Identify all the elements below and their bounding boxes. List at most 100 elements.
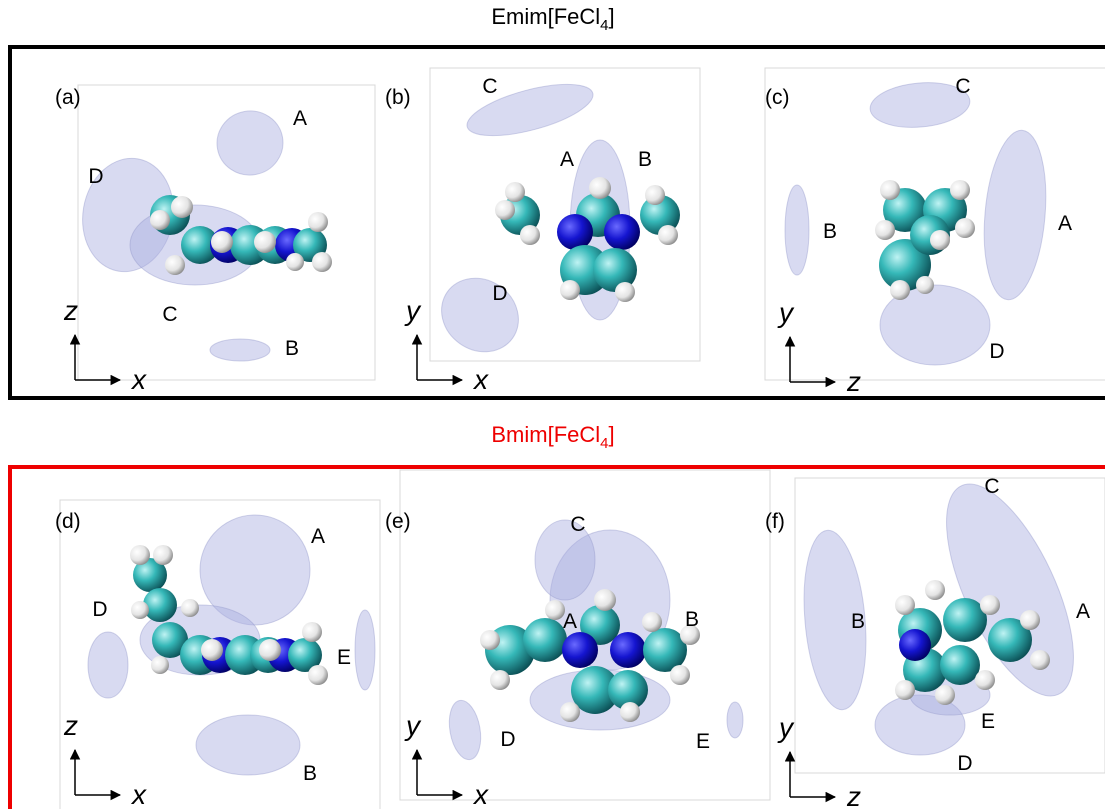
atom [916,276,934,294]
density-lobe [427,263,533,366]
atom [895,595,915,615]
atom [495,200,515,220]
density-lobe [88,632,128,698]
atom [211,231,233,253]
atom [150,210,170,230]
atom [560,702,580,722]
atom [930,230,950,250]
lobe-label: A [560,148,574,171]
atom [171,196,193,218]
lobe-label: B [823,220,837,243]
atom [950,180,970,200]
title-text: ] [609,4,615,29]
title-text: Bmim[FeCl [491,422,600,447]
axis-label: x [130,779,147,809]
atom [181,599,199,617]
atom [875,220,895,240]
axis-label: x [472,364,489,395]
axis-label: x [472,779,489,809]
lobe-label: B [285,337,299,360]
row-title: Emim[FeCl4] [491,4,614,34]
density-lobe [978,128,1053,303]
lobe-label: B [851,610,865,633]
lobe-label: D [492,282,507,305]
atom [308,212,328,232]
lobe-label: D [989,340,1004,363]
density-lobe [785,185,809,275]
atom [642,612,662,632]
panel-label: (e) [385,510,411,533]
density-lobe [212,106,288,180]
atom [562,632,598,668]
atom [594,589,616,611]
lobe-label: E [981,710,995,733]
atom [890,280,910,300]
atom [153,545,173,565]
density-lobe [445,698,485,762]
panel-label: (b) [385,86,411,109]
lobe-label: C [955,75,970,98]
atom [131,601,149,619]
atom [975,670,995,690]
atom [165,255,185,275]
lobe-label: A [1076,600,1090,623]
lobe-label: B [303,762,317,785]
panel-label: (d) [55,510,81,533]
lobe-label: C [482,75,497,98]
row-title: Bmim[FeCl4] [491,422,614,452]
lobe-label: B [638,148,652,171]
axis-label: y [404,295,422,326]
atom [1030,650,1050,670]
atom [935,685,955,705]
atom [604,214,640,250]
density-lobe [535,520,595,600]
lobe-label: D [957,752,972,775]
atom [523,618,567,662]
atom [620,702,640,722]
lobe-label: A [293,107,307,130]
atom [615,282,635,302]
lobe-label: E [696,730,710,753]
axis-label: z [846,366,861,397]
panel: (b) C A B Dy x [385,68,700,395]
lobe-label: D [92,598,107,621]
lobe-label: C [570,513,585,536]
atom [308,665,328,685]
lobe-label: B [685,608,699,631]
panel-label: (f) [765,510,785,533]
lobe-label: D [500,728,515,751]
lobe-label: A [563,610,577,633]
lobe-label: E [337,646,351,669]
atom [658,225,678,245]
atom [955,218,975,238]
density-lobe [196,715,300,775]
axis-label: z [63,710,78,741]
density-lobe [210,339,270,361]
atom [259,639,281,661]
density-lobe [355,610,375,690]
atom [557,214,593,250]
atom [312,252,332,272]
atom [480,630,500,650]
atom [940,645,980,685]
atom [645,185,665,205]
atom [880,180,900,200]
lobe-label: D [88,165,103,188]
axis-label: z [63,295,78,326]
atom [505,182,525,202]
atom [130,545,150,565]
atom [980,595,1000,615]
atom [895,680,915,700]
axis-label: x [130,364,147,395]
atom [610,632,646,668]
atom [490,670,510,690]
atom [520,225,540,245]
atom [302,622,322,642]
panel-label: (a) [55,86,81,109]
lobe-label: A [1058,212,1072,235]
title-subscript: 4 [600,17,608,34]
atom [286,253,304,271]
